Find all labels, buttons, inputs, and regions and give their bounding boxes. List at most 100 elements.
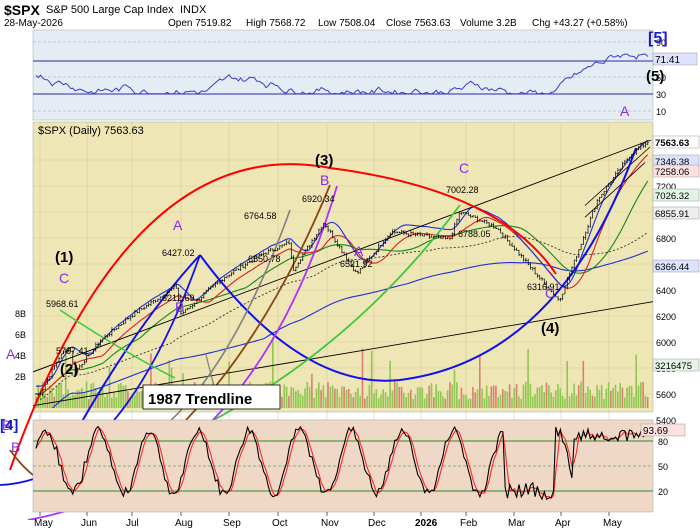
volume-bar (111, 397, 113, 408)
wave-label: A (354, 243, 364, 259)
volume-bar (136, 390, 138, 408)
volume-bar (304, 388, 306, 408)
price-tag-box (652, 188, 700, 202)
volume-bar (520, 398, 522, 408)
volume-bar (621, 387, 624, 408)
volume-bar (101, 386, 104, 408)
volume-bar (320, 389, 322, 408)
volume-bar (412, 398, 414, 408)
volume-bar (575, 395, 578, 408)
wave-label: [4] (0, 417, 18, 434)
volume-bar (640, 382, 642, 408)
wave-label: (1) (55, 249, 73, 266)
volume-bar (474, 392, 476, 408)
volume-bar (127, 391, 129, 408)
volume-axis-label: 2B (15, 372, 26, 382)
x-axis-label: Sep (223, 518, 241, 529)
volume-bar (315, 388, 318, 408)
price-point-label: 6788.05 (458, 229, 491, 239)
price-tag-box (652, 358, 700, 372)
price-point-label: 6550.78 (248, 254, 281, 264)
volume-bar (391, 390, 394, 408)
volume-bar (65, 348, 67, 408)
price-tag-label: 7026.32 (655, 191, 689, 202)
volume-bar (272, 338, 274, 408)
x-axis-label: Jun (81, 518, 97, 529)
volume-bar (345, 389, 348, 408)
volume-bar (81, 387, 83, 408)
price-axis-label: 6800 (656, 234, 676, 244)
volume-bar (306, 381, 309, 408)
volume-bar (483, 398, 486, 408)
open-label: Open 7519.82 (168, 18, 232, 29)
volume-bar (502, 389, 504, 408)
volume-bar (122, 385, 125, 408)
change-label: Chg +43.27 (+0.58%) (532, 18, 628, 29)
volume-bar (117, 384, 120, 408)
rsi-value-label: 71.41 (655, 55, 680, 66)
volume-bar (610, 390, 612, 408)
volume-bar (55, 385, 58, 408)
price-point-label: 5968.61 (46, 299, 79, 309)
volume-bar (490, 386, 493, 408)
volume-bar (283, 384, 286, 408)
volume-bar (48, 385, 51, 408)
volume-bar (382, 389, 384, 408)
volume-bar (78, 390, 81, 408)
rsi-panel: 9070503010 71.41 [5] (5) (32, 29, 698, 121)
wave-label: C (59, 270, 69, 286)
volume-bar (113, 393, 115, 408)
volume-bar (134, 395, 136, 408)
chart-header: $SPX S&P 500 Large Cap Index INDX 28-May… (4, 2, 628, 29)
volume-bar (628, 386, 631, 408)
volume-bar (623, 397, 626, 408)
volume-bar (99, 388, 102, 408)
volume-bar (423, 398, 426, 408)
volume-bar (327, 382, 329, 408)
moving-average-long-blue (51, 250, 649, 408)
volume-bar (106, 394, 108, 408)
volume-bar (338, 396, 341, 408)
volume-bar (536, 387, 539, 408)
volume-bar (329, 386, 332, 408)
volume-bar (301, 395, 304, 408)
volume-bar (150, 353, 152, 408)
volume-bar (357, 387, 359, 408)
price-point-label: 6427.02 (162, 248, 195, 258)
high-label: High 7568.72 (246, 18, 306, 29)
price-point-label: 7002.28 (446, 185, 479, 195)
volume-bar (97, 392, 99, 408)
volume-bar (462, 394, 465, 408)
price-tag-box (652, 164, 700, 178)
volume-bar (168, 360, 171, 408)
volume-bar (451, 384, 453, 408)
volume-bar (633, 396, 635, 408)
index-name: S&P 500 Large Cap Index (46, 4, 174, 16)
volume-bar (453, 369, 456, 408)
rsi-level-label: 90 (656, 38, 666, 48)
stochastic-panel: 80 50 20 93.69 (32, 419, 686, 513)
stochastic-k-line (35, 426, 649, 501)
volume-bar (281, 396, 283, 408)
price-tag-label: 7563.63 (655, 138, 689, 149)
volume-bar (430, 383, 433, 408)
moving-average-blue (35, 140, 649, 387)
volume-bar (58, 383, 60, 408)
volume-bar (69, 396, 72, 408)
volume-bar (603, 398, 605, 408)
volume-bar (518, 396, 520, 408)
volume-bar (435, 384, 437, 408)
volume-bar (375, 389, 378, 408)
volume-bar (364, 398, 366, 408)
stochastic-level-label: 20 (658, 487, 668, 497)
volume-bar (347, 388, 350, 408)
wedge-upper-line (584, 146, 651, 206)
volume-bar (589, 389, 591, 408)
trendline-pointer (205, 354, 216, 391)
volume-bar (607, 382, 610, 408)
volume-bar (617, 391, 619, 408)
x-axis-label: May (603, 518, 622, 529)
volume-bar (352, 397, 355, 408)
volume-bar (324, 397, 327, 408)
volume-bar (522, 384, 525, 408)
